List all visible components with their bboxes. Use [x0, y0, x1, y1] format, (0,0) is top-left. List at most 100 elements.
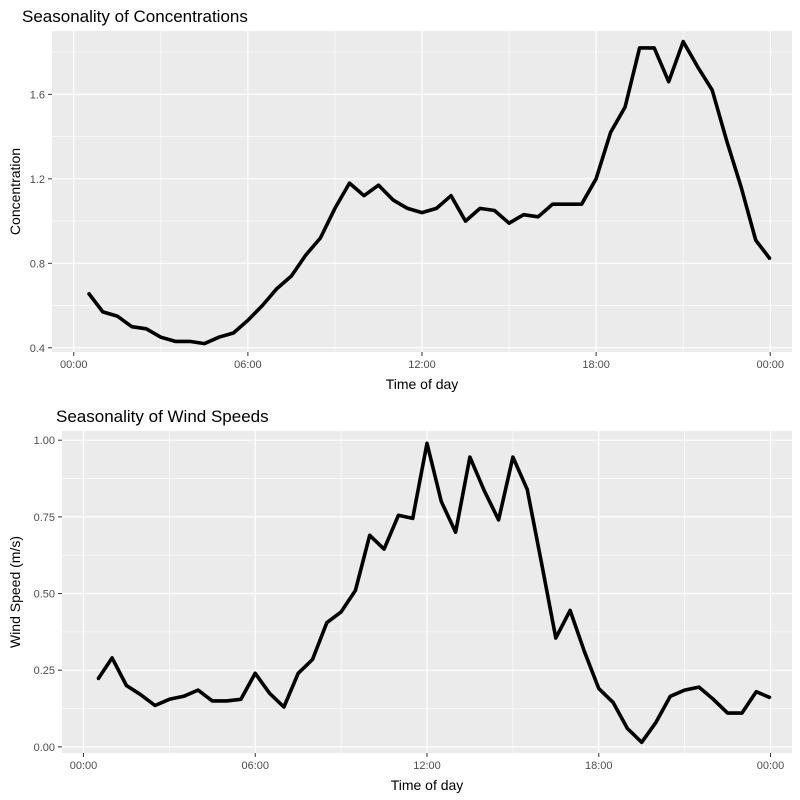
data-point	[131, 325, 133, 328]
data-point	[555, 637, 557, 639]
data-point	[145, 327, 148, 330]
data-point	[268, 692, 271, 694]
data-point	[168, 698, 171, 701]
x-tick-label: 12:00	[413, 760, 441, 772]
data-point	[392, 199, 394, 201]
data-point	[597, 687, 600, 690]
data-point	[569, 609, 571, 612]
x-tick-label: 00:00	[757, 760, 785, 772]
series-line	[86, 39, 772, 346]
x-axis-title: Time of day	[391, 777, 464, 793]
data-point	[87, 292, 90, 294]
data-point	[540, 562, 543, 564]
data-point	[254, 672, 257, 675]
data-point	[537, 216, 539, 218]
data-point	[174, 340, 177, 343]
data-point	[305, 254, 307, 256]
data-point	[497, 519, 500, 521]
data-point	[464, 220, 467, 222]
data-point	[354, 589, 357, 592]
data-point	[526, 488, 528, 491]
data-point	[96, 678, 99, 681]
x-tick-label: 18:00	[585, 760, 613, 772]
y-tick-label: 0.25	[34, 665, 55, 677]
x-tick-label: 06:00	[241, 760, 269, 772]
data-point	[397, 514, 400, 517]
data-point	[411, 517, 414, 520]
data-point	[551, 203, 554, 205]
chart-title: Seasonality of Wind Speeds	[56, 407, 269, 426]
data-point	[669, 695, 672, 698]
data-point	[612, 701, 614, 704]
data-point	[348, 182, 351, 184]
data-point	[326, 621, 328, 624]
data-point	[566, 203, 568, 205]
data-point	[225, 700, 228, 702]
data-point	[583, 651, 586, 653]
data-point	[297, 672, 299, 675]
data-point	[440, 500, 443, 503]
y-tick-label: 1.6	[30, 89, 45, 101]
data-point	[522, 213, 525, 216]
data-point	[454, 531, 457, 533]
data-point	[290, 275, 293, 277]
y-tick-label: 0.50	[34, 589, 55, 601]
data-point	[696, 66, 699, 68]
data-point	[377, 184, 380, 186]
data-point	[754, 239, 757, 241]
data-point	[139, 693, 142, 696]
data-point	[653, 47, 655, 49]
data-point	[740, 186, 743, 189]
data-point	[426, 442, 428, 445]
y-tick-label: 1.2	[30, 174, 45, 186]
data-point	[363, 194, 365, 197]
data-point	[512, 456, 514, 458]
y-axis-title: Concentration	[7, 148, 23, 235]
data-point	[218, 336, 220, 339]
data-point	[435, 207, 438, 210]
data-point	[483, 490, 486, 492]
data-point	[261, 304, 264, 307]
data-point	[479, 207, 481, 210]
y-tick-label: 1.00	[34, 435, 55, 447]
data-point	[726, 712, 729, 714]
data-point	[154, 704, 156, 707]
data-point	[421, 211, 423, 214]
x-tick-label: 00:00	[60, 359, 88, 371]
x-tick-label: 06:00	[234, 359, 262, 371]
chart-1: 00:00 06:00 12:00 18:00 00:00 0.4 0.8 1.2 1.6 Sea…	[7, 7, 792, 392]
data-point	[101, 311, 104, 313]
data-point	[406, 207, 409, 210]
x-tick-label: 00:00	[70, 760, 98, 772]
y-axis-title: Wind Speed (m/s)	[7, 536, 23, 648]
data-point	[232, 332, 235, 334]
y-tick-label: 0.75	[34, 512, 55, 524]
x-axis-title: Time of day	[386, 376, 459, 392]
data-point	[383, 548, 385, 550]
series-line	[96, 441, 772, 745]
data-point	[769, 697, 772, 699]
data-point	[626, 727, 629, 730]
data-point	[311, 658, 314, 661]
data-point	[712, 698, 715, 701]
data-point	[741, 712, 743, 714]
data-point	[276, 287, 278, 290]
data-point	[755, 690, 758, 693]
y-tick-label: 0.00	[34, 742, 55, 754]
data-point	[469, 456, 471, 458]
data-point	[638, 47, 641, 49]
data-point	[667, 80, 670, 83]
data-point	[319, 237, 322, 239]
data-point	[595, 178, 597, 180]
data-point	[683, 689, 686, 691]
x-tick-label: 18:00	[582, 359, 610, 371]
data-point	[283, 706, 285, 708]
data-point	[189, 340, 191, 343]
chart-title: Seasonality of Concentrations	[22, 7, 248, 26]
chart-2: 00:00 06:00 12:00 18:00 00:00 0.00 0.25 0.50 0.7…	[7, 407, 792, 793]
data-point	[182, 695, 185, 698]
data-point	[111, 657, 113, 659]
data-point	[640, 741, 643, 744]
x-tick-label: 12:00	[408, 359, 436, 371]
